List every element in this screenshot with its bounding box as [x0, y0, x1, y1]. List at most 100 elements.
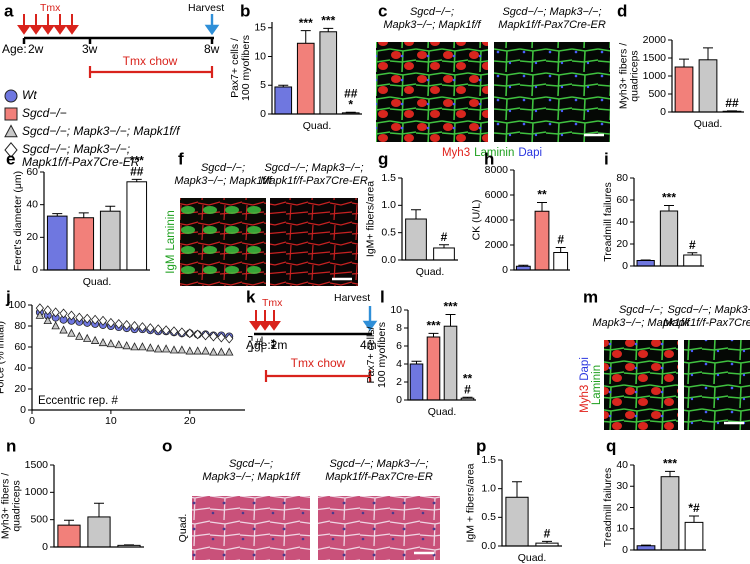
y-tick-label: 1500	[25, 459, 49, 471]
y-label: CK (U/L)	[471, 200, 483, 241]
panel-label: c	[378, 1, 387, 20]
point	[225, 333, 234, 344]
bar	[46, 215, 68, 271]
image-label: Sgcd−/−; Mapk3−/−;	[329, 458, 428, 470]
error-bar	[105, 205, 116, 212]
bar	[57, 524, 81, 548]
error-bar	[52, 213, 63, 217]
error-bar	[689, 515, 699, 523]
bar	[674, 66, 694, 113]
panel-label: g	[378, 149, 388, 168]
y-tick-label: 0	[622, 544, 628, 556]
image-label: Mapk1f/f-Pax7Cre-ER	[325, 471, 433, 483]
tmx-label: Tmx	[262, 297, 283, 309]
significance: #	[464, 382, 471, 396]
point	[154, 324, 163, 335]
point	[201, 330, 210, 341]
point	[138, 322, 147, 332]
panel-label: p	[476, 436, 486, 455]
point	[185, 328, 194, 339]
legend-label: Mapk1f/f-Pax7Cre-ER	[22, 155, 140, 169]
x-label: Eccentric rep. #	[38, 395, 118, 407]
point	[177, 345, 187, 354]
y-label: Myh3+ fibers /	[0, 473, 12, 539]
image-label: Mapk1f/f-Pax7Cre-ER	[260, 175, 368, 187]
error-bar	[512, 481, 522, 498]
stain-label: Dapi	[579, 357, 591, 381]
error-bar	[131, 178, 142, 182]
x-tick-label: 0	[29, 415, 35, 427]
bar	[636, 260, 655, 267]
point	[75, 331, 84, 340]
error-bar	[300, 30, 311, 44]
significance: ***	[662, 191, 676, 205]
y-label: Myh3+ fibers /	[618, 43, 630, 109]
point	[90, 314, 100, 325]
bar	[505, 496, 529, 547]
significance: ***	[321, 13, 335, 27]
y-tick-label: 500	[648, 88, 666, 100]
image-label: Sgcd−/−;	[619, 304, 663, 316]
y-tick-label: 20	[26, 231, 38, 243]
panel-label: a	[4, 1, 14, 20]
bar	[73, 217, 95, 271]
significance: #	[441, 230, 448, 244]
panel-label: m	[583, 287, 598, 306]
micrograph	[684, 340, 750, 430]
y-tick-label: 0	[32, 264, 38, 276]
significance: ***	[426, 319, 440, 333]
y-tick-label: 10	[390, 304, 402, 316]
bar	[684, 521, 704, 551]
error-bar	[665, 470, 675, 477]
harvest-arrow	[362, 306, 378, 332]
point	[217, 347, 226, 356]
x-label: Quad.	[303, 120, 332, 132]
point	[106, 317, 116, 328]
micrograph	[494, 42, 610, 142]
image-label: Sgcd−/−; Mapk3−/−;	[264, 162, 363, 174]
legend-label: Wt	[22, 88, 37, 102]
bar	[553, 252, 569, 271]
bar	[319, 31, 338, 115]
panel-label: o	[162, 436, 172, 455]
age-tick: 4m	[360, 338, 377, 352]
x-label: Quad.	[83, 276, 112, 288]
y-tick-label: 15	[254, 22, 266, 34]
significance: ***	[130, 154, 144, 168]
significance: #	[544, 527, 551, 541]
error-bar	[679, 58, 689, 67]
error-bar	[78, 212, 89, 218]
y-tick-label: 20	[616, 501, 628, 513]
age-label: Age:	[2, 42, 27, 56]
annotation: #	[255, 336, 262, 350]
y-tick-label: 0.0	[381, 254, 396, 266]
point	[75, 312, 84, 323]
y-tick-label: 0	[260, 108, 266, 120]
error-bar	[518, 264, 529, 267]
error-bar	[345, 111, 356, 113]
harvest-label: Harvest	[188, 2, 224, 14]
annotation: **	[264, 339, 278, 349]
point	[35, 303, 45, 314]
stain-label: IgM	[165, 255, 177, 274]
bracket	[248, 336, 253, 352]
bar	[660, 476, 680, 551]
significance: **	[537, 188, 547, 202]
age-tick: 8w	[204, 42, 220, 56]
tmx-arrows	[17, 14, 79, 35]
y-label: quadriceps	[629, 50, 641, 101]
image-label: Sgcd−/−;	[229, 458, 273, 470]
tmx-label: Tmx	[40, 2, 61, 14]
point	[138, 342, 147, 351]
error-bar	[462, 396, 473, 399]
y-label: IgM + fibers/area	[464, 463, 476, 542]
panel-label: q	[606, 436, 616, 455]
point	[193, 329, 202, 340]
y-tick-label: 40	[616, 216, 628, 228]
image-label: Mapk3−/−; Mapk1f/f	[592, 317, 690, 329]
y-tick-label: 6000	[485, 189, 509, 201]
side-label: Quad.	[177, 514, 189, 543]
y-tick-label: 4	[396, 358, 402, 370]
bar	[296, 42, 315, 115]
age-label: Age:2m	[246, 338, 287, 352]
